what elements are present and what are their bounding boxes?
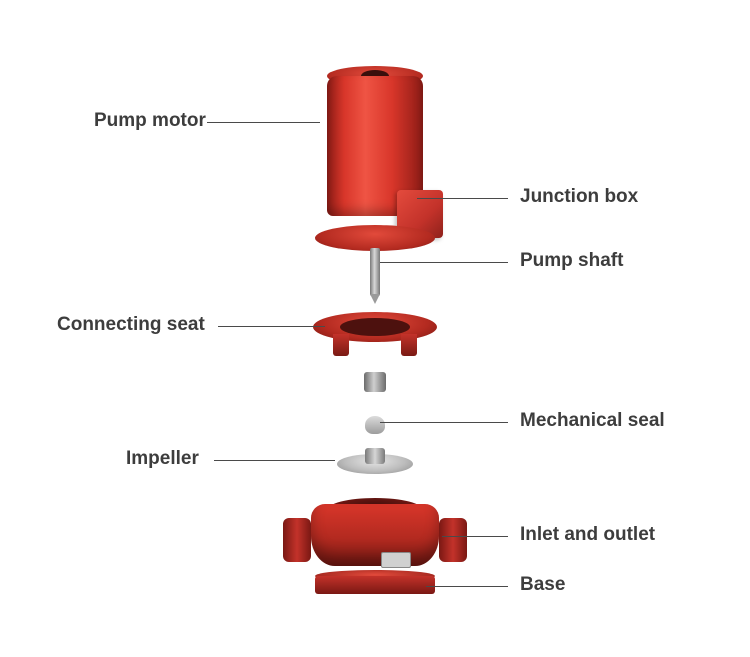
label-mechanical-seal: Mechanical seal	[520, 410, 665, 432]
bushing	[364, 372, 386, 392]
outlet-flange	[439, 518, 467, 562]
mechanical-seal	[365, 416, 385, 434]
pump-shaft	[370, 248, 380, 296]
label-pump-shaft: Pump shaft	[520, 250, 623, 272]
leader-mechanical-seal	[380, 422, 508, 423]
impeller-hub	[365, 448, 385, 464]
inlet-flange	[283, 518, 311, 562]
leader-junction-box	[417, 198, 508, 199]
leader-connecting-seat	[218, 326, 325, 327]
label-inlet-outlet: Inlet and outlet	[520, 524, 655, 546]
base-plate	[315, 576, 435, 594]
label-junction-box: Junction box	[520, 186, 638, 208]
label-base: Base	[520, 574, 565, 596]
label-connecting-seat: Connecting seat	[57, 314, 205, 336]
leader-impeller	[214, 460, 335, 461]
connecting-seat-legs	[329, 334, 421, 358]
pump-casing	[311, 504, 439, 566]
label-pump-motor: Pump motor	[94, 110, 206, 132]
diagram-stage: Pump motor Connecting seat Impeller Junctio…	[0, 0, 750, 657]
leader-pump-motor	[207, 122, 320, 123]
nameplate	[381, 552, 411, 568]
label-impeller: Impeller	[126, 448, 199, 470]
leader-inlet-outlet	[442, 536, 508, 537]
leader-pump-shaft	[380, 262, 508, 263]
leader-base	[426, 586, 508, 587]
